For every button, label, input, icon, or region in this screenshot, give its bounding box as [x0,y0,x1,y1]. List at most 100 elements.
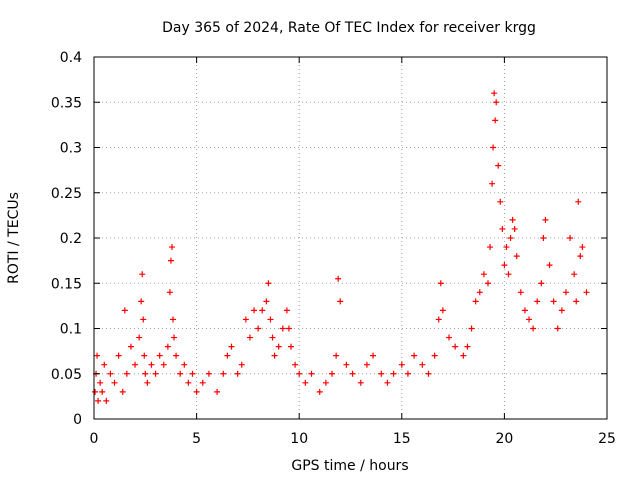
data-point [538,280,545,287]
data-point [92,388,99,395]
data-point [168,244,175,251]
data-point [148,361,155,368]
data-point [343,361,350,368]
data-point [419,361,426,368]
data-point [517,289,524,296]
data-point [378,370,385,377]
data-point [550,298,557,305]
data-point [370,352,377,359]
data-point [267,316,274,323]
y-tick-label: 0.05 [51,367,82,383]
y-tick-label: 0.2 [60,231,82,247]
x-tick-label: 0 [90,431,99,447]
data-point [144,379,151,386]
data-point [495,162,502,169]
data-point [507,235,514,241]
data-point [234,370,241,377]
data-point [170,316,177,323]
data-point [142,370,149,377]
data-point [439,307,446,314]
y-tick-label: 0.1 [60,322,82,338]
x-tick-label: 10 [290,431,308,447]
data-point [238,361,245,368]
data-point [265,280,272,287]
data-point [322,379,329,386]
data-point [224,352,231,359]
data-point [167,257,174,264]
data-point [283,307,290,314]
y-tick-label: 0.3 [60,141,82,157]
data-point [333,352,340,359]
data-point [503,244,510,251]
data-point [181,361,188,368]
data-point [166,289,173,296]
y-tick-label: 0.25 [51,186,82,202]
data-point [511,225,518,232]
data-point [123,370,130,377]
data-point [534,298,541,305]
data-point [460,352,467,359]
data-point [357,379,364,386]
data-point [562,289,569,296]
data-point [205,370,212,377]
data-point [214,388,221,395]
data-point [489,180,496,187]
data-point [95,397,102,404]
data-point [575,198,582,205]
data-point [349,370,356,377]
data-point [499,225,506,232]
data-point [251,307,258,314]
grid [94,57,607,419]
data-point [567,235,574,241]
data-point [577,253,584,260]
data-point [573,298,580,305]
data-point [275,343,282,350]
data-point [490,144,497,151]
data-point [468,325,475,332]
data-point [571,271,578,278]
data-point [425,370,432,377]
x-tick-label: 25 [598,431,616,447]
data-point [492,117,499,124]
data-point [521,307,528,314]
data-point [579,244,586,251]
data-point [452,343,459,350]
y-tick-label: 0.4 [60,50,82,66]
data-point [558,307,565,314]
data-point [476,289,483,296]
data-point [335,275,342,282]
data-point [173,352,180,359]
x-tick-label: 20 [495,431,513,447]
data-point [540,235,547,241]
data-point [103,397,110,404]
data-point [501,262,508,269]
data-point [101,361,108,368]
data-point [292,361,299,368]
data-point [285,325,292,332]
data-point [302,379,309,386]
data-point [296,370,303,377]
data-point [493,99,500,106]
data-point [220,370,227,377]
data-point [491,90,498,97]
data-point [99,388,106,395]
y-tick-label: 0 [73,412,82,428]
data-point [136,334,143,341]
data-point [445,334,452,341]
data-point [271,352,278,359]
data-point [138,298,145,305]
data-point [431,352,438,359]
data-point [139,271,146,278]
data-point [542,216,549,223]
x-tick-label: 5 [192,431,201,447]
data-point [329,370,336,377]
data-point [554,325,561,332]
data-point [177,370,184,377]
data-point [171,334,178,341]
y-tick-label: 0.35 [51,95,82,111]
data-point [121,307,128,314]
data-point [497,198,504,205]
data-point [119,388,126,395]
y-axis-label: ROTI / TECUs [6,192,22,284]
